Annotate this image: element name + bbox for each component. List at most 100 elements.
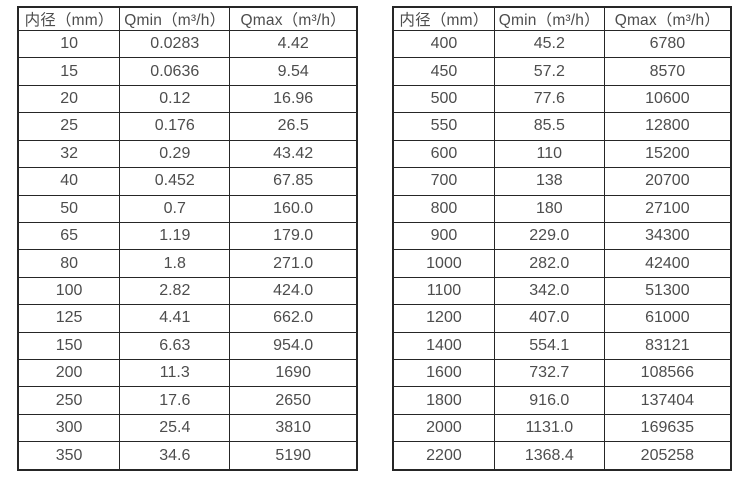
table-cell: 125: [17, 304, 121, 333]
table-cell: 0.29: [119, 139, 231, 169]
table-cell: 26.5: [229, 112, 358, 141]
table-cell: 65: [17, 221, 121, 251]
header-cell: Qmin（m³/h）: [493, 6, 605, 31]
table-cell: 77.6: [493, 84, 605, 114]
table-cell: 800: [392, 194, 495, 223]
table-cell: 10600: [603, 84, 732, 114]
table-row: 65 1.19 179.0: [17, 221, 358, 251]
table-cell: 250: [17, 386, 121, 415]
table-cell: 1131.0: [493, 413, 605, 443]
table-cell: 5190: [229, 441, 358, 471]
table-row: 125 4.41 662.0: [17, 304, 358, 333]
table-cell: 1100: [392, 276, 495, 306]
table-row: 1400 554.1 83121: [392, 331, 732, 361]
table-cell: 11.3: [119, 359, 231, 388]
table-cell: 15: [17, 57, 121, 86]
table-cell: 1200: [392, 304, 495, 333]
table-cell: 1000: [392, 249, 495, 278]
table-row: 15 0.0636 9.54: [17, 57, 358, 86]
table-cell: 169635: [603, 413, 732, 443]
table-row: 20 0.12 16.96: [17, 84, 358, 114]
flow-spec-table-small-diameters: 内径（mm） Qmin（m³/h） Qmax（m³/h） 10 0.0283 4.42 15…: [17, 6, 358, 471]
table-cell: 1.8: [119, 249, 231, 278]
table-cell: 4.42: [229, 29, 358, 59]
table-cell: 8570: [603, 57, 732, 86]
table-row: 2000 1131.0 169635: [392, 413, 732, 443]
table-row: 80 1.8 271.0: [17, 249, 358, 278]
table-row: 500 77.6 10600: [392, 84, 732, 114]
table-row: 300 25.4 3810: [17, 413, 358, 443]
header-cell: Qmax（m³/h）: [603, 6, 732, 31]
table-cell: 100: [17, 276, 121, 306]
table-row: 100 2.82 424.0: [17, 276, 358, 306]
table-row: 250 17.6 2650: [17, 386, 358, 415]
table-row: 900 229.0 34300: [392, 221, 732, 251]
table-cell: 407.0: [493, 304, 605, 333]
table-cell: 110: [493, 139, 605, 169]
table-row: 600 110 15200: [392, 139, 732, 169]
table-cell: 400: [392, 29, 495, 59]
table-cell: 700: [392, 167, 495, 196]
table-cell: 17.6: [119, 386, 231, 415]
table-cell: 916.0: [493, 386, 605, 415]
header-cell: 内径（mm）: [17, 6, 121, 31]
table-row: 200 11.3 1690: [17, 359, 358, 388]
table-cell: 34.6: [119, 441, 231, 471]
table-cell: 51300: [603, 276, 732, 306]
table-cell: 1800: [392, 386, 495, 415]
table-cell: 2000: [392, 413, 495, 443]
table-cell: 550: [392, 112, 495, 141]
table-row: 700 138 20700: [392, 167, 732, 196]
table-cell: 50: [17, 194, 121, 223]
table-cell: 2.82: [119, 276, 231, 306]
table-cell: 662.0: [229, 304, 358, 333]
table-cell: 20700: [603, 167, 732, 196]
table-cell: 20: [17, 84, 121, 114]
table-cell: 1690: [229, 359, 358, 388]
table-cell: 0.7: [119, 194, 231, 223]
table-row: 1800 916.0 137404: [392, 386, 732, 415]
table-cell: 0.176: [119, 112, 231, 141]
table-cell: 42400: [603, 249, 732, 278]
spec-tables-container: 内径（mm） Qmin（m³/h） Qmax（m³/h） 10 0.0283 4.42 15…: [17, 6, 732, 471]
flow-spec-table-large-diameters: 内径（mm） Qmin（m³/h） Qmax（m³/h） 400 45.2 6780 450…: [392, 6, 732, 471]
table-cell: 45.2: [493, 29, 605, 59]
table-cell: 342.0: [493, 276, 605, 306]
table-cell: 27100: [603, 194, 732, 223]
table-cell: 85.5: [493, 112, 605, 141]
table-cell: 600: [392, 139, 495, 169]
table-cell: 80: [17, 249, 121, 278]
table-cell: 67.85: [229, 167, 358, 196]
table-row: 1600 732.7 108566: [392, 359, 732, 388]
table-cell: 150: [17, 331, 121, 361]
table-row: 10 0.0283 4.42: [17, 29, 358, 59]
table-cell: 57.2: [493, 57, 605, 86]
table-row: 800 180 27100: [392, 194, 732, 223]
table-cell: 160.0: [229, 194, 358, 223]
table-cell: 1600: [392, 359, 495, 388]
table-row: 1100 342.0 51300: [392, 276, 732, 306]
table-cell: 10: [17, 29, 121, 59]
table-cell: 229.0: [493, 221, 605, 251]
table-cell: 108566: [603, 359, 732, 388]
header-row: 内径（mm） Qmin（m³/h） Qmax（m³/h）: [17, 6, 358, 31]
table-cell: 200: [17, 359, 121, 388]
table-cell: 450: [392, 57, 495, 86]
table-cell: 4.41: [119, 304, 231, 333]
table-row: 1000 282.0 42400: [392, 249, 732, 278]
table-cell: 954.0: [229, 331, 358, 361]
table-row: 400 45.2 6780: [392, 29, 732, 59]
table-cell: 0.12: [119, 84, 231, 114]
table-cell: 43.42: [229, 139, 358, 169]
table-row: 150 6.63 954.0: [17, 331, 358, 361]
table-cell: 732.7: [493, 359, 605, 388]
table-cell: 9.54: [229, 57, 358, 86]
header-cell: 内径（mm）: [392, 6, 495, 31]
table-cell: 138: [493, 167, 605, 196]
table-cell: 25: [17, 112, 121, 141]
table-cell: 0.0636: [119, 57, 231, 86]
table-cell: 137404: [603, 386, 732, 415]
table-cell: 25.4: [119, 413, 231, 443]
table-cell: 12800: [603, 112, 732, 141]
table-cell: 1.19: [119, 221, 231, 251]
